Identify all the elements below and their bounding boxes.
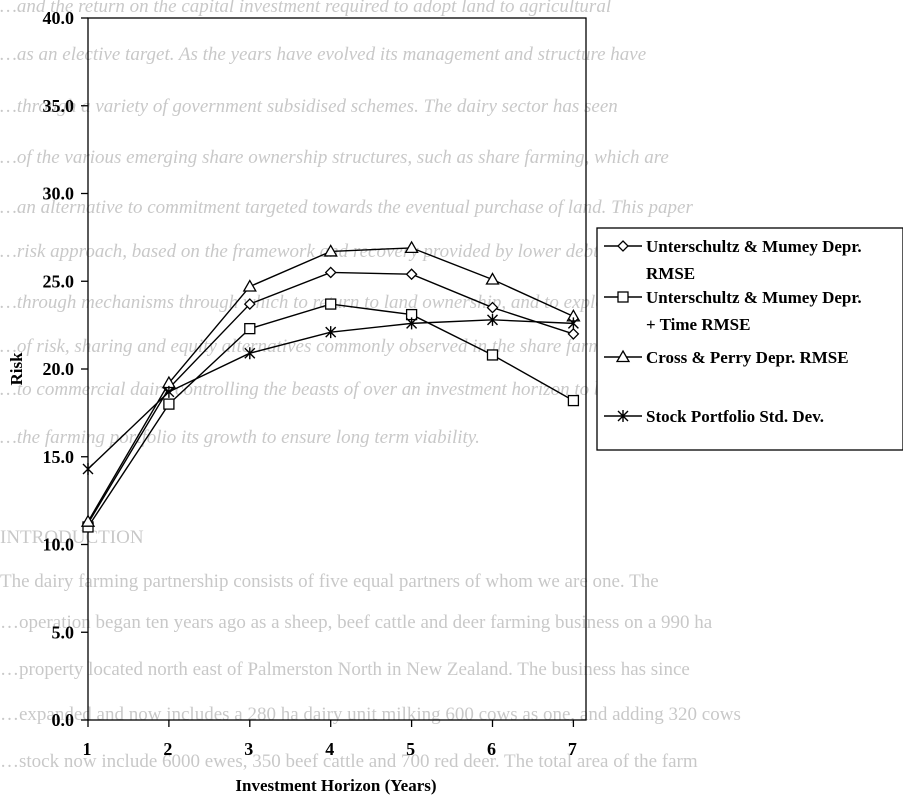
y-tick-label: 30.0: [43, 184, 75, 204]
series-line: [87, 319, 574, 470]
y-tick-label: 0.0: [52, 710, 75, 730]
data-point: [82, 463, 94, 476]
x-tick-label: 7: [568, 739, 577, 759]
legend-marker: [617, 240, 629, 252]
legend-marker: [615, 349, 631, 363]
y-tick-label: 10.0: [43, 535, 75, 555]
legend-label: Unterschultz & Mumey Depr.: [646, 237, 862, 256]
data-point: [405, 268, 418, 281]
legend-entry: Unterschultz & Mumey Depr. RMSE: [604, 237, 862, 283]
y-tick-label: 40.0: [43, 8, 75, 28]
legend-box: [596, 227, 903, 451]
series-layer: [80, 240, 581, 533]
legend-label: Unterschultz & Mumey Depr.: [646, 288, 862, 307]
data-point: [244, 347, 256, 360]
data-point: [325, 298, 337, 310]
legend: Unterschultz & Mumey Depr.RMSEUnterschul…: [604, 237, 862, 426]
data-point: [567, 317, 579, 330]
x-tick-label: 6: [487, 739, 496, 759]
data-point: [244, 322, 256, 335]
x-tick-label: 4: [325, 739, 334, 759]
data-point: [325, 326, 337, 339]
data-point: [163, 385, 175, 398]
series-line: [87, 247, 574, 523]
legend-entry: Stock Portfolio Std. Dev.: [604, 407, 824, 426]
x-tick-label: 3: [244, 739, 253, 759]
plot-frame: [87, 17, 587, 721]
series-square: [82, 298, 580, 533]
legend-marker: [617, 410, 629, 422]
y-tick-label: 20.0: [43, 359, 75, 379]
data-point: [567, 394, 580, 407]
x-tick-label: 1: [83, 739, 92, 759]
y-tick-label: 5.0: [52, 622, 75, 642]
x-tick-label: 5: [406, 739, 415, 759]
x-axis-title: Investment Horizon (Years): [235, 776, 436, 795]
data-point: [80, 514, 96, 527]
legend-marker: [617, 291, 629, 303]
data-point: [485, 272, 500, 285]
y-tick-label: 25.0: [43, 271, 75, 291]
series-triangle: [80, 240, 581, 527]
legend-entry: Cross & Perry Depr. RMSE: [604, 348, 849, 367]
y-tick-label: 15.0: [43, 447, 75, 467]
data-point: [406, 317, 418, 330]
x-tick-label: 2: [163, 739, 172, 759]
legend-label: + Time RMSE: [646, 315, 750, 334]
data-point: [567, 327, 580, 340]
y-tick-label: 35.0: [43, 96, 75, 116]
legend-label: RMSE: [646, 264, 695, 283]
data-point: [324, 266, 337, 279]
legend-label: Stock Portfolio Std. Dev.: [646, 407, 824, 426]
data-point: [242, 279, 257, 292]
legend-entry: Unterschultz & Mumey Depr. + Time RMSE: [604, 288, 862, 334]
data-point: [243, 298, 256, 310]
data-point: [323, 244, 338, 257]
series-star: [82, 313, 579, 476]
data-point: [163, 398, 175, 410]
x-axis: 1 2 3 4 5 6 7: [83, 720, 577, 759]
data-point: [404, 240, 419, 254]
data-point: [486, 349, 499, 361]
legend-label: Cross & Perry Depr. RMSE: [646, 348, 849, 367]
y-axis: 0.0 5.0 10.0 15.0 20.0 25.0 30.0 35.0 40.0: [43, 8, 88, 730]
data-point: [486, 301, 499, 314]
y-axis-title: Risk: [7, 352, 26, 386]
data-point: [487, 313, 498, 326]
